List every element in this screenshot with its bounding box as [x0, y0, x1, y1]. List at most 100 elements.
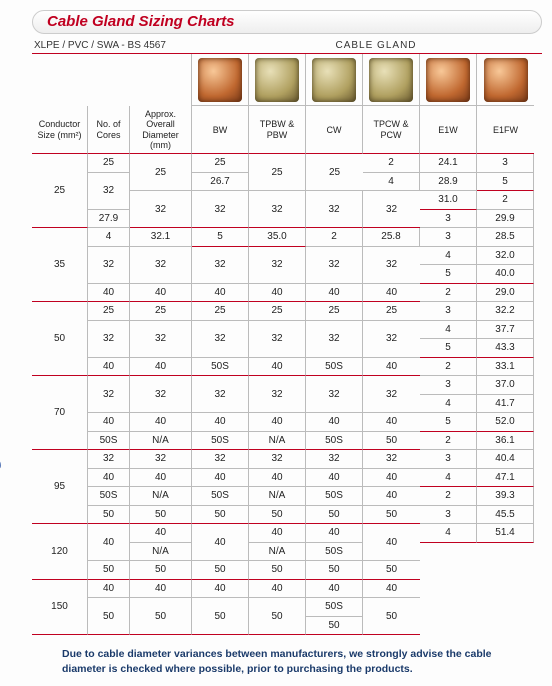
hdr-spacer	[32, 54, 192, 106]
gland-size: 40	[192, 580, 249, 599]
gland-size: 32	[192, 191, 249, 228]
gland-size: 32	[88, 173, 130, 210]
gland-size: 40	[363, 487, 420, 506]
conductor-size: 150	[32, 580, 88, 636]
gland-size: 50	[192, 506, 249, 525]
gland-icon	[369, 58, 413, 102]
gland-size: 32	[130, 376, 192, 413]
gland-size: 25	[363, 302, 420, 321]
diameter-value: 39.3	[477, 487, 534, 506]
diameter-value: 37.0	[477, 376, 534, 395]
page-title-bar: Cable Gland Sizing Charts	[32, 10, 542, 34]
cores-value: 3	[477, 154, 534, 173]
gland-size: 40	[130, 580, 192, 599]
gland-size: 40	[249, 284, 306, 303]
gland-size: 25	[88, 302, 130, 321]
diameter-value: 35.0	[249, 228, 306, 247]
gland-size: 40	[363, 524, 420, 561]
cores-value: 3	[420, 210, 477, 229]
diameter-value: 47.1	[477, 469, 534, 488]
gland-size: N/A	[249, 487, 306, 506]
gland-icon	[312, 58, 356, 102]
gland-size: 25	[88, 154, 130, 173]
gland-size: 32	[363, 191, 420, 228]
gland-size: 40	[88, 580, 130, 599]
gland-size: 32	[88, 376, 130, 413]
gland-size: 50S	[192, 487, 249, 506]
hdr-cable-gland: CABLE GLAND	[212, 40, 540, 51]
gland-size: 50	[363, 598, 420, 635]
gland-size: N/A	[249, 543, 306, 562]
gland-size: 40	[88, 524, 130, 561]
conductor-size: 50	[32, 302, 88, 376]
gland-size: 40	[130, 524, 192, 543]
cores-value: 4	[88, 228, 130, 247]
diameter-value: 36.1	[477, 432, 534, 451]
gland-size: 32	[130, 191, 192, 228]
diameter-value: 32.0	[477, 247, 534, 266]
cores-value: 5	[192, 228, 249, 247]
gland-size: 25	[192, 302, 249, 321]
cores-value: 3	[420, 228, 477, 247]
cores-value: 5	[420, 339, 477, 358]
gland-image-tpcw-pcw	[363, 54, 420, 106]
gland-size: 50S	[306, 358, 363, 377]
gland-size: 40	[306, 580, 363, 599]
gland-size: 32	[130, 450, 192, 469]
gland-size: 40	[88, 358, 130, 377]
page-title: Cable Gland Sizing Charts	[47, 13, 235, 30]
diameter-value: 40.4	[477, 450, 534, 469]
conductor-size: 25	[32, 154, 88, 228]
cores-value: 3	[420, 450, 477, 469]
gland-size: 40	[130, 358, 192, 377]
gland-size: 40	[363, 358, 420, 377]
gland-size: 50	[363, 432, 420, 451]
gland-size: 32	[130, 247, 192, 284]
diameter-value: 32.2	[477, 302, 534, 321]
gland-size: 25	[130, 154, 192, 191]
gland-size: 40	[130, 284, 192, 303]
cores-value: 2	[420, 284, 477, 303]
gland-size: N/A	[249, 432, 306, 451]
diameter-value: 40.0	[477, 265, 534, 284]
gland-size: 40	[363, 580, 420, 599]
gland-size: 32	[363, 247, 420, 284]
sizing-table: Conductor Size (mm²)No. of CoresApprox. …	[32, 53, 542, 635]
gland-size: 40	[88, 469, 130, 488]
gland-size: 40	[130, 413, 192, 432]
hdr-cable-spec: XLPE / PVC / SWA - BS 4567	[34, 40, 212, 51]
gland-size: 50	[249, 506, 306, 525]
cores-value: 4	[420, 395, 477, 414]
gland-size: 32	[192, 321, 249, 358]
col-hdr-cw: CW	[306, 106, 363, 154]
gland-size: 40	[306, 413, 363, 432]
gland-size: 50	[130, 561, 192, 580]
gland-icon	[198, 58, 242, 102]
gland-size: 32	[249, 376, 306, 413]
diameter-value: 33.1	[477, 358, 534, 377]
gland-size: 40	[192, 284, 249, 303]
gland-icon	[255, 58, 299, 102]
gland-image-e1w	[420, 54, 477, 106]
diameter-value: 52.0	[477, 413, 534, 432]
gland-size: 50S	[88, 487, 130, 506]
cores-value: 4	[420, 469, 477, 488]
gland-size: 50S	[306, 432, 363, 451]
gland-size: 32	[249, 450, 306, 469]
gland-size: 32	[88, 450, 130, 469]
gland-size: 25	[192, 154, 249, 173]
gland-size: 40	[306, 284, 363, 303]
cores-value: 2	[306, 228, 363, 247]
gland-size: 32	[192, 376, 249, 413]
cores-value: 5	[477, 173, 534, 192]
gland-size: 32	[306, 450, 363, 469]
gland-size: 32	[130, 321, 192, 358]
conductor-size: 35	[32, 228, 88, 302]
cores-value: 2	[363, 154, 420, 173]
conductor-size: 95	[32, 450, 88, 524]
diameter-value: 32.1	[130, 228, 192, 247]
cores-value: 4	[420, 247, 477, 266]
gland-size: N/A	[130, 543, 192, 562]
gland-size: 50S	[306, 598, 363, 617]
conductor-size: 70	[32, 376, 88, 450]
